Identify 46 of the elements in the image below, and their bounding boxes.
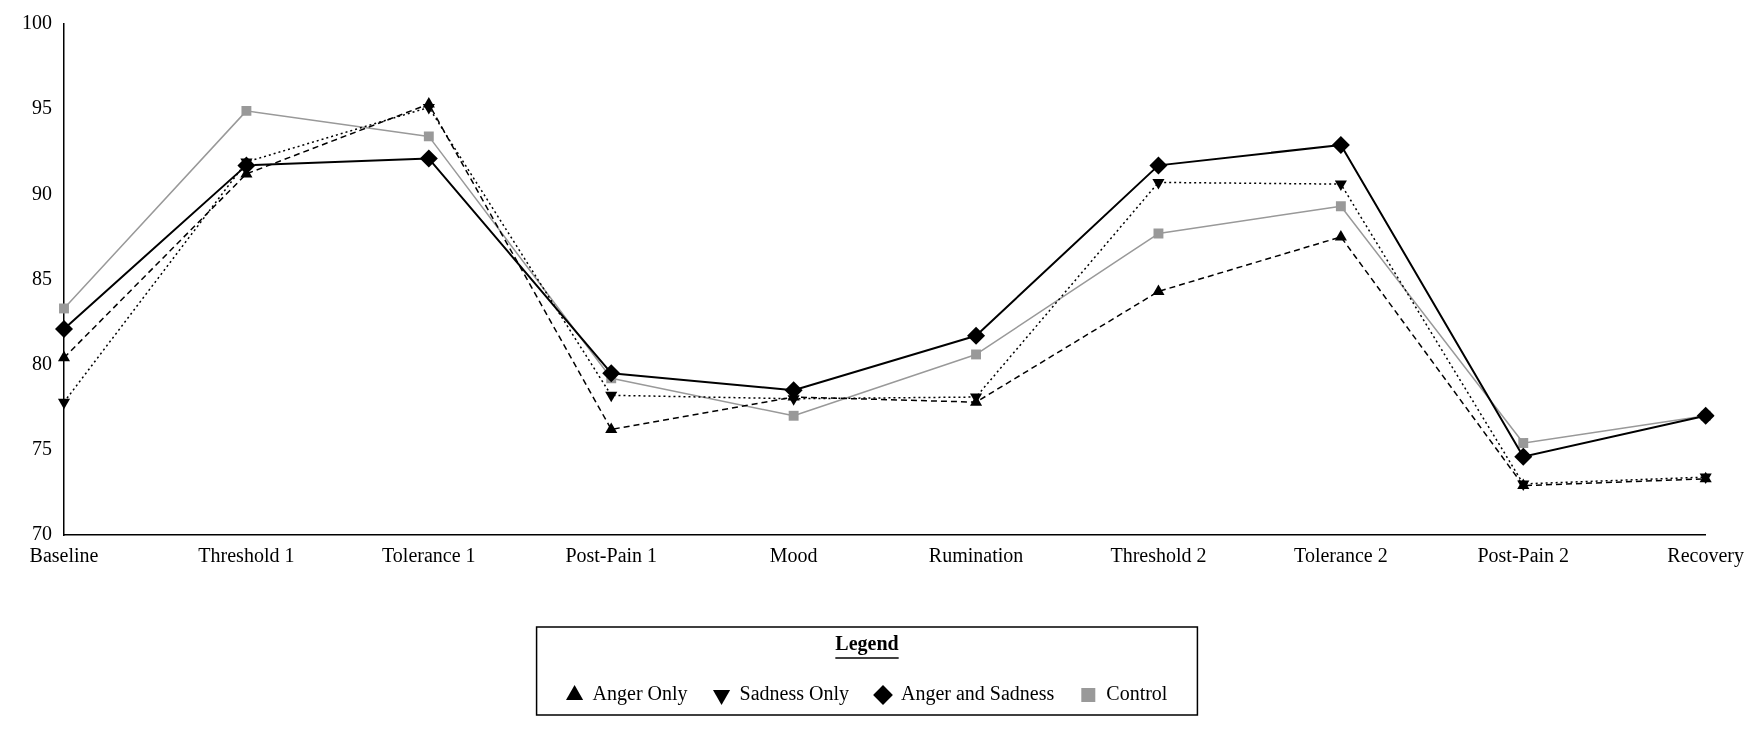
point — [967, 326, 986, 345]
point — [55, 319, 73, 338]
point — [605, 422, 618, 433]
x-tick-label: Rumination — [928, 544, 1024, 567]
point — [605, 391, 618, 403]
y-tick-label: 80 — [32, 351, 52, 374]
x-tick-label: Threshold 2 — [1110, 544, 1207, 567]
y-tick-label: 90 — [32, 181, 52, 204]
y-tick-label: 85 — [32, 266, 52, 289]
point — [57, 398, 71, 410]
point — [1149, 156, 1168, 175]
point — [1331, 135, 1350, 154]
legend-label: Sadness Only — [739, 682, 850, 706]
point — [1152, 284, 1165, 295]
point — [423, 131, 434, 142]
legend-label: Anger and Sadness — [901, 682, 1055, 706]
x-tick-label: Mood — [769, 544, 818, 567]
legend-label: Anger Only — [592, 682, 688, 706]
point — [1518, 438, 1529, 448]
point — [1334, 229, 1347, 241]
x-tick-label: Post-Pain 2 — [1477, 544, 1570, 567]
x-tick-label: Tolerance 1 — [382, 544, 476, 567]
point — [1514, 447, 1533, 466]
point — [1335, 201, 1346, 212]
point — [788, 410, 799, 421]
y-tick-label: 100 — [22, 11, 52, 34]
x-tick-label: Post-Pain 1 — [565, 544, 658, 567]
point — [57, 350, 71, 362]
x-tick-label: Threshold 1 — [198, 544, 295, 567]
point — [602, 364, 621, 383]
y-tick-label: 75 — [32, 437, 52, 460]
x-tick-label: Recovery — [1667, 544, 1744, 568]
point — [1334, 180, 1347, 192]
point — [422, 97, 435, 108]
y-tick-label: 70 — [32, 522, 52, 545]
point — [419, 149, 438, 168]
point — [241, 105, 252, 116]
point — [59, 303, 69, 314]
y-tick-label: 95 — [32, 96, 52, 119]
x-tick-label: Tolerance 2 — [1294, 544, 1388, 567]
point — [1152, 178, 1165, 190]
point — [1696, 406, 1715, 425]
point — [971, 349, 981, 360]
legend-title: Legend — [835, 632, 899, 656]
legend-label: Control — [1106, 682, 1168, 705]
x-tick-label: Baseline — [29, 544, 99, 567]
